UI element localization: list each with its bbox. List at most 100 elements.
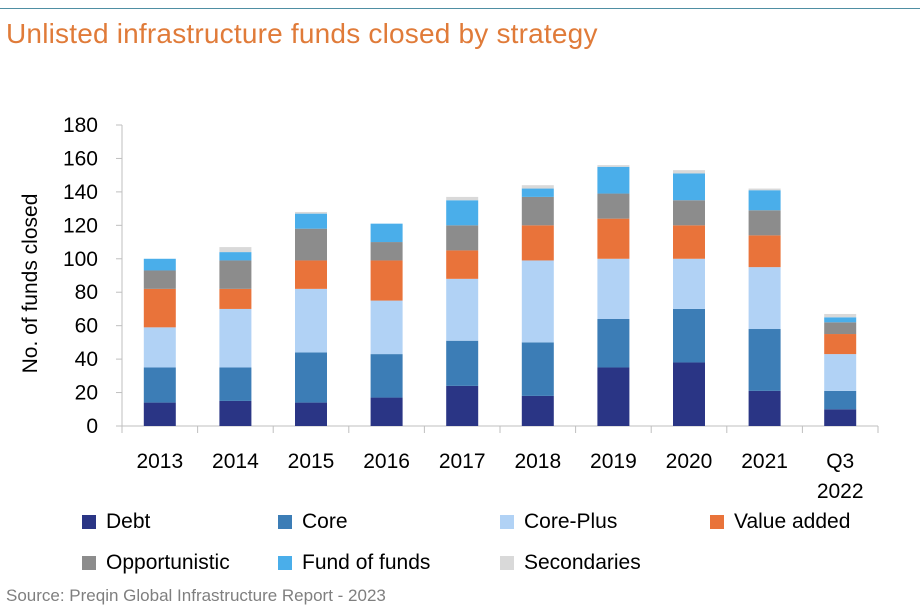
legend-label: Core <box>302 510 348 533</box>
bar-segment-core-plus <box>143 327 176 368</box>
bar-segment-core-plus <box>521 260 554 343</box>
bar-segment-fund-of-funds <box>446 200 479 226</box>
bar-segment-fund-of-funds <box>673 173 705 201</box>
x-tick-label: 2015 <box>288 450 335 473</box>
bar-segment-opportunistic <box>748 210 781 236</box>
bar-segment-debt <box>824 409 857 426</box>
y-tick-label: 160 <box>63 147 98 170</box>
y-tick-label: 120 <box>63 214 98 237</box>
page-title: Unlisted infrastructure funds closed by … <box>6 18 598 49</box>
legend-label: Secondaries <box>524 551 641 574</box>
x-tick-label: 2017 <box>439 450 486 473</box>
bar-segment-core <box>446 340 479 386</box>
bar-segment-core-plus <box>446 278 479 341</box>
bar-segment-value-added <box>219 288 252 309</box>
x-tick-label: 2019 <box>590 450 637 473</box>
x-tick-label: 2020 <box>666 450 713 473</box>
bar-segment-fund-of-funds <box>295 213 327 229</box>
bar-segment-core-plus <box>824 354 857 391</box>
bar-segment-core-plus <box>219 308 252 368</box>
bar-segment-value-added <box>370 260 403 301</box>
bar-segment-fund-of-funds <box>370 223 403 243</box>
x-tick-label: 2022 <box>817 480 864 503</box>
x-tick-label: 2018 <box>514 450 561 473</box>
y-tick-label: 20 <box>75 382 98 405</box>
bar-segment-fund-of-funds <box>824 317 857 323</box>
bar-segment-debt <box>521 395 554 426</box>
bar-segment-core-plus <box>370 300 403 355</box>
legend-swatch <box>710 515 724 529</box>
bar-segment-opportunistic <box>143 270 176 289</box>
bar-segment-debt <box>219 400 252 426</box>
bar-segment-value-added <box>143 288 176 328</box>
bar-segment-core-plus <box>295 288 327 353</box>
bar-segment-opportunistic <box>370 242 403 261</box>
bar-segment-secondaries <box>295 211 327 214</box>
bar-segment-opportunistic <box>219 260 252 289</box>
bar-segment-core-plus <box>597 258 630 319</box>
bar-segment-opportunistic <box>521 196 554 226</box>
bar-segment-core-plus <box>748 267 781 330</box>
x-tick-label: 2014 <box>212 450 259 473</box>
x-tick-label: 2016 <box>363 450 410 473</box>
bar-segment-opportunistic <box>446 225 479 251</box>
legend-item: Value added <box>710 508 850 536</box>
bar-segment-core <box>824 390 857 410</box>
y-tick-label: 0 <box>86 415 98 438</box>
bar-segment-value-added <box>446 250 479 279</box>
bar-segment-fund-of-funds <box>219 252 252 261</box>
bar-segment-core <box>143 367 176 403</box>
bar-segment-debt <box>748 390 781 426</box>
bar-segment-debt <box>597 367 630 426</box>
legend-label: Fund of funds <box>302 551 431 574</box>
bar-segment-debt <box>673 362 705 426</box>
legend-swatch <box>82 556 96 570</box>
legend-swatch <box>500 556 514 570</box>
bar-segment-secondaries <box>824 313 857 318</box>
legend-label: Core-Plus <box>524 510 618 533</box>
legend-item: Secondaries <box>500 549 641 577</box>
bar-segment-debt <box>446 385 479 426</box>
bar-segment-opportunistic <box>597 193 630 219</box>
bar-segment-core <box>370 354 403 398</box>
bar-segment-value-added <box>521 225 554 261</box>
bar-segment-debt <box>143 402 176 426</box>
y-tick-label: 60 <box>75 315 98 338</box>
bar-segment-value-added <box>295 260 327 289</box>
y-tick-label: 180 <box>63 114 98 137</box>
bar-segment-secondaries <box>673 170 705 174</box>
x-tick-label: Q3 <box>826 450 854 473</box>
y-tick-label: 80 <box>75 281 98 304</box>
legend-swatch <box>82 515 96 529</box>
legend-swatch <box>278 556 292 570</box>
bar-segment-value-added <box>824 334 857 355</box>
bar-segment-core <box>219 367 252 401</box>
legend-item: Debt <box>82 508 150 536</box>
bar-segment-core <box>521 342 554 396</box>
bar-segment-core-plus <box>673 258 705 309</box>
legend-item: Core <box>278 508 348 536</box>
bar-segment-fund-of-funds <box>748 190 781 211</box>
x-tick-label: 2013 <box>136 450 183 473</box>
bar-segment-secondaries <box>521 185 554 189</box>
bar-segment-opportunistic <box>673 200 705 226</box>
legend-label: Debt <box>106 510 151 533</box>
bar-segment-core <box>673 308 705 363</box>
y-tick-label: 100 <box>63 248 98 271</box>
bar-segment-secondaries <box>748 188 781 191</box>
legend-item: Fund of funds <box>278 549 430 577</box>
bar-segment-secondaries <box>219 247 252 253</box>
legend-swatch <box>278 515 292 529</box>
chart-legend: Debt Core Core-Plus Value added Opportunisti… <box>82 508 902 588</box>
source-note: Source: Preqin Global Infrastructure Rep… <box>6 586 386 605</box>
bar-segment-debt <box>295 402 327 426</box>
bar-segment-opportunistic <box>824 322 857 335</box>
legend-item: Core-Plus <box>500 508 617 536</box>
x-tick-label: 2021 <box>741 450 788 473</box>
y-tick-label: 40 <box>75 348 98 371</box>
bar-segment-value-added <box>748 235 781 268</box>
bar-segment-fund-of-funds <box>521 188 554 197</box>
bar-segment-secondaries <box>597 165 630 167</box>
bar-segment-core <box>597 318 630 368</box>
y-tick-label: 140 <box>63 181 98 204</box>
